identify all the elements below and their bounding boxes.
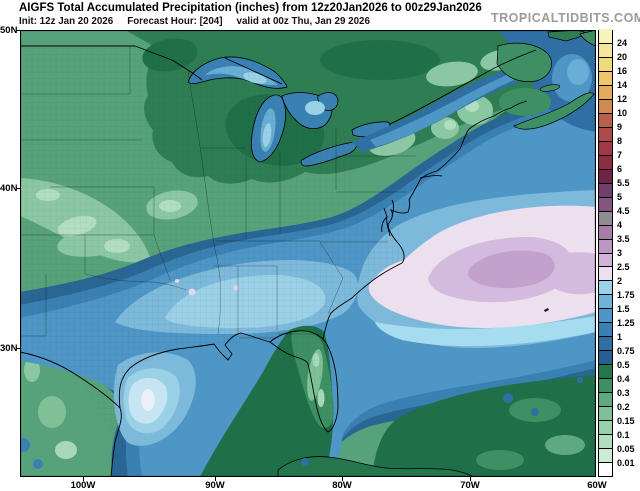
county-texture <box>20 46 410 442</box>
colorbar-band <box>599 56 612 71</box>
colorbar-band <box>599 42 612 57</box>
colorbar-tick-label: 10 <box>617 108 628 119</box>
colorbar-tick-label: 24 <box>617 38 628 49</box>
colorbar-band <box>599 98 612 113</box>
bermuda-mark <box>544 308 549 312</box>
region-atlantic-pink-shield <box>175 205 596 328</box>
tropicaltidbits-watermark: TROPICALTIDBITS.COM <box>491 11 640 25</box>
colorbar-band <box>599 322 612 337</box>
colorbar-tick-label: 14 <box>617 80 628 91</box>
state-borders <box>20 46 416 339</box>
colorbar-band <box>599 336 612 351</box>
colorbar-band <box>599 252 612 267</box>
colorbar-band <box>599 126 612 141</box>
colorbar-band <box>599 448 612 463</box>
map-frame <box>20 30 596 477</box>
colorbar-tick-label: 0.05 <box>617 443 635 454</box>
lon-tick <box>470 477 471 481</box>
coastlines <box>20 45 537 477</box>
colorbar-tick-label: 0.4 <box>617 373 630 384</box>
colorbar-tick-label: 4.5 <box>617 206 630 217</box>
model-run-info: Init: 12z Jan 20 2026 Forecast Hour: [204… <box>19 16 384 27</box>
colorbar-tick-label: 0.1 <box>617 429 630 440</box>
colorbar-band <box>599 70 612 85</box>
colorbar-tick-label: 5.5 <box>617 178 630 189</box>
lon-label-100w: 100W <box>70 480 96 491</box>
lat-tick <box>16 348 20 349</box>
colorbar-band <box>599 210 612 225</box>
colorbar-band <box>599 364 612 379</box>
colorbar-band <box>599 420 612 435</box>
colorbar-tick-label: 7 <box>617 150 623 161</box>
colorbar-tick-label: 8 <box>617 136 623 147</box>
colorbar-band <box>599 280 612 295</box>
region-st-lawrence-blue <box>352 62 534 152</box>
forecast-hour: Forecast Hour: [204] <box>127 16 223 27</box>
colorbar-band <box>599 196 612 211</box>
precip-map-svg <box>20 30 596 477</box>
colorbar-band <box>599 238 612 253</box>
colorbar-tick-label: 16 <box>617 66 628 77</box>
region-cuba <box>277 456 476 477</box>
colorbar-tick-label: 6 <box>617 164 623 175</box>
colorbar-band <box>599 168 612 183</box>
colorbar: 0.01 0.05 0.1 0.15 0.2 0.3 0.4 0.5 0.75 1 1.25 1.5 1… <box>598 29 640 477</box>
colorbar-tick-label: 0.01 <box>617 457 635 468</box>
colorbar-tick-label: 1.5 <box>617 303 630 314</box>
colorbar-band <box>599 378 612 393</box>
lon-label-90w: 90W <box>205 480 225 491</box>
colorbar-band <box>599 406 612 421</box>
colorbar-tick-label: 1.75 <box>617 289 635 300</box>
colorbar-band <box>599 294 612 309</box>
lon-tick <box>215 477 216 481</box>
lon-tick <box>83 477 84 481</box>
colorbar-band <box>599 308 612 323</box>
init-time: Init: 12z Jan 20 2026 <box>19 16 114 27</box>
colorbar-band <box>599 182 612 197</box>
lat-label-30n: 30N <box>0 343 18 354</box>
colorbar-tick-label: 4 <box>617 220 623 231</box>
lon-tick <box>342 477 343 481</box>
colorbar-band <box>599 434 612 449</box>
colorbar-tick-label: 0.15 <box>617 415 635 426</box>
valid-time: valid at 00z Thu, Jan 29 2026 <box>236 16 370 27</box>
lon-label-70w: 70W <box>460 480 480 491</box>
colorbar-tick-label: 0.2 <box>617 401 630 412</box>
colorbar-tick-label: 20 <box>617 52 628 63</box>
colorbar-band <box>599 112 612 127</box>
page-title: AIGFS Total Accumulated Precipitation (i… <box>19 2 482 14</box>
colorbar-tick-label: 5 <box>617 192 623 203</box>
colorbar-band <box>599 154 612 169</box>
lat-tick <box>16 188 20 189</box>
colorbar-tick-label: 9 <box>617 122 623 133</box>
colorbar-band <box>599 29 612 43</box>
colorbar-band <box>599 350 612 365</box>
colorbar-band <box>599 84 612 99</box>
colorbar-tick-label: 3.5 <box>617 234 630 245</box>
colorbar-band <box>599 392 612 407</box>
colorbar-bands <box>598 29 613 477</box>
lat-tick <box>16 30 20 31</box>
colorbar-band <box>599 224 612 239</box>
colorbar-tick-label: 1.25 <box>617 317 635 328</box>
lon-label-80w: 80W <box>332 480 352 491</box>
lat-label-50n: 50N <box>0 25 18 36</box>
colorbar-tick-label: 1 <box>617 331 623 342</box>
precip-map <box>20 30 596 477</box>
colorbar-band <box>599 462 612 476</box>
colorbar-tick-label: 3 <box>617 248 623 258</box>
colorbar-band <box>599 266 612 281</box>
colorbar-tick-label: 2 <box>617 275 623 286</box>
colorbar-tick-label: 12 <box>617 94 628 105</box>
colorbar-band <box>599 140 612 155</box>
lat-label-40n: 40N <box>0 183 18 194</box>
colorbar-tick-label: 0.75 <box>617 345 635 356</box>
lon-label-60w: 60W <box>587 480 607 491</box>
colorbar-tick-label: 0.5 <box>617 359 630 370</box>
colorbar-tick-label: 0.3 <box>617 387 630 398</box>
colorbar-tick-label: 2.5 <box>617 261 630 272</box>
